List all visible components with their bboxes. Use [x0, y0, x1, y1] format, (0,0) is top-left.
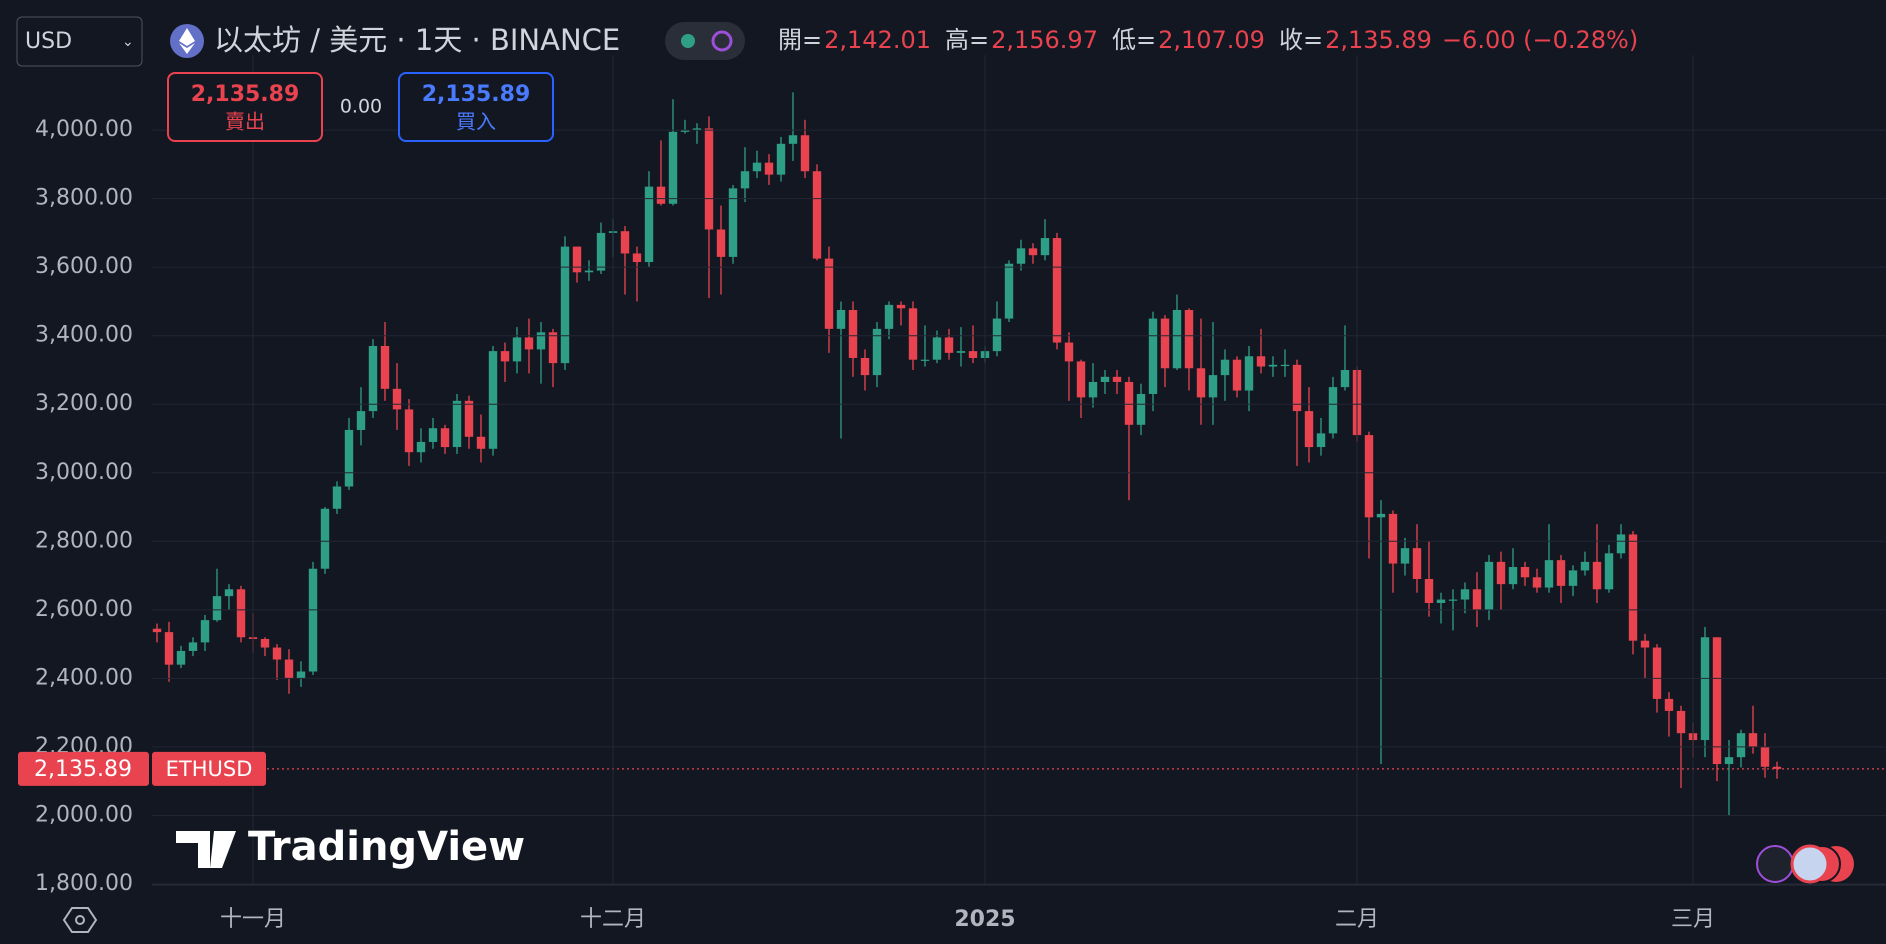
y-tick-label: 2,000.00 [35, 802, 133, 827]
x-tick-label: 十一月 [220, 907, 286, 932]
x-tick-label: 三月 [1671, 907, 1715, 932]
share-icon [711, 30, 733, 52]
currency-select[interactable] [16, 16, 143, 67]
y-tick-label: 2,600.00 [35, 597, 133, 622]
x-tick-label: 十二月 [580, 907, 646, 932]
ohlc-value: 2,156.97 [991, 26, 1098, 54]
sell-price: 2,135.89 [191, 82, 300, 107]
y-tick-label: 3,600.00 [35, 254, 133, 279]
symbol-title: 以太坊 / 美元 · 1天 · BINANCE [214, 23, 620, 57]
y-tick-label: 3,800.00 [35, 186, 133, 211]
sell-button[interactable] [167, 72, 323, 142]
y-tick-label: 3,200.00 [35, 391, 133, 416]
flag-icon[interactable] [1790, 844, 1830, 884]
buy-button[interactable] [398, 72, 554, 142]
y-tick-label: 3,000.00 [35, 460, 133, 485]
spread: 0.00 [340, 96, 382, 118]
ohlc-change: −6.00 (−0.28%) [1442, 26, 1638, 54]
price-tag: 2,135.89 ETHUSD [18, 751, 266, 786]
ohlc-legend: 開= 2,142.01 高= 2,156.97 低= 2,107.09 收= 2,135.89… [778, 26, 1638, 54]
symbol-tag-label: ETHUSD [166, 757, 253, 781]
eth-glyph [179, 28, 195, 54]
watermark-logo [176, 831, 236, 868]
status-dot [681, 34, 695, 48]
price-tag-bg [18, 751, 149, 786]
ohlc-label: 低= [1112, 26, 1156, 54]
ohlc-label: 高= [945, 26, 989, 54]
x-tick-label: 二月 [1335, 907, 1379, 932]
sell-label: 賣出 [225, 110, 265, 134]
status-pill[interactable] [665, 22, 745, 60]
ohlc-label: 開= [778, 26, 822, 54]
y-tick-label: 1,800.00 [35, 871, 133, 896]
y-tick-label: 2,400.00 [35, 665, 133, 690]
x-tick-label: 2025 [954, 907, 1015, 932]
buy-label: 買入 [456, 110, 496, 134]
settings-icon[interactable] [62, 907, 98, 933]
y-tick-label: 4,000.00 [35, 117, 133, 142]
dropdown-arrow: ⌄ [122, 34, 134, 50]
y-tick-label: 2,800.00 [35, 528, 133, 553]
ohlc-value: 2,135.89 [1325, 26, 1432, 54]
symbol-tag-bg [152, 751, 266, 786]
currency: USD [25, 29, 72, 54]
settings-icon-center [75, 915, 85, 925]
flash-icon[interactable] [1756, 845, 1794, 883]
ohlc-value: 2,107.09 [1158, 26, 1265, 54]
y-tick-label: 3,400.00 [35, 323, 133, 348]
ohlc-value: 2,142.01 [824, 26, 931, 54]
watermark: TradingView [248, 824, 525, 870]
buy-price: 2,135.89 [422, 82, 531, 107]
price-tag-label: 2,135.89 [34, 757, 132, 782]
ohlc-label: 收= [1279, 26, 1323, 54]
